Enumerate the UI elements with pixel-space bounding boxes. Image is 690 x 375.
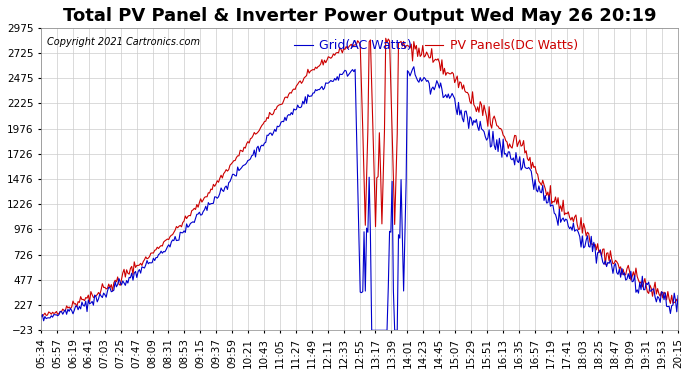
Grid(AC Watts)	[37, 315, 46, 319]
Line: PV Panels(DC Watts): PV Panels(DC Watts)	[41, 38, 678, 316]
Grid(AC Watts)	[383, 328, 391, 333]
Grid(AC Watts)	[562, 217, 570, 221]
PV Panels(DC Watts)	[382, 36, 390, 40]
Grid(AC Watts)	[339, 70, 348, 75]
Grid(AC Watts)	[344, 74, 352, 78]
PV Panels(DC Watts)	[661, 292, 669, 296]
Grid(AC Watts)	[368, 328, 376, 333]
PV Panels(DC Watts)	[674, 301, 682, 305]
PV Panels(DC Watts)	[37, 314, 46, 318]
PV Panels(DC Watts)	[419, 43, 427, 48]
PV Panels(DC Watts)	[344, 45, 353, 49]
Grid(AC Watts)	[410, 64, 418, 69]
PV Panels(DC Watts)	[341, 47, 349, 52]
PV Panels(DC Watts)	[38, 314, 46, 319]
Line: Grid(AC Watts): Grid(AC Watts)	[41, 67, 678, 330]
Grid(AC Watts)	[419, 78, 427, 82]
PV Panels(DC Watts)	[384, 37, 393, 41]
Legend: Grid(AC Watts), PV Panels(DC Watts): Grid(AC Watts), PV Panels(DC Watts)	[289, 34, 582, 57]
PV Panels(DC Watts)	[562, 211, 570, 215]
Title: Total PV Panel & Inverter Power Output Wed May 26 20:19: Total PV Panel & Inverter Power Output W…	[63, 7, 656, 25]
Grid(AC Watts)	[661, 291, 669, 295]
Text: Copyright 2021 Cartronics.com: Copyright 2021 Cartronics.com	[48, 37, 201, 47]
Grid(AC Watts)	[674, 293, 682, 298]
